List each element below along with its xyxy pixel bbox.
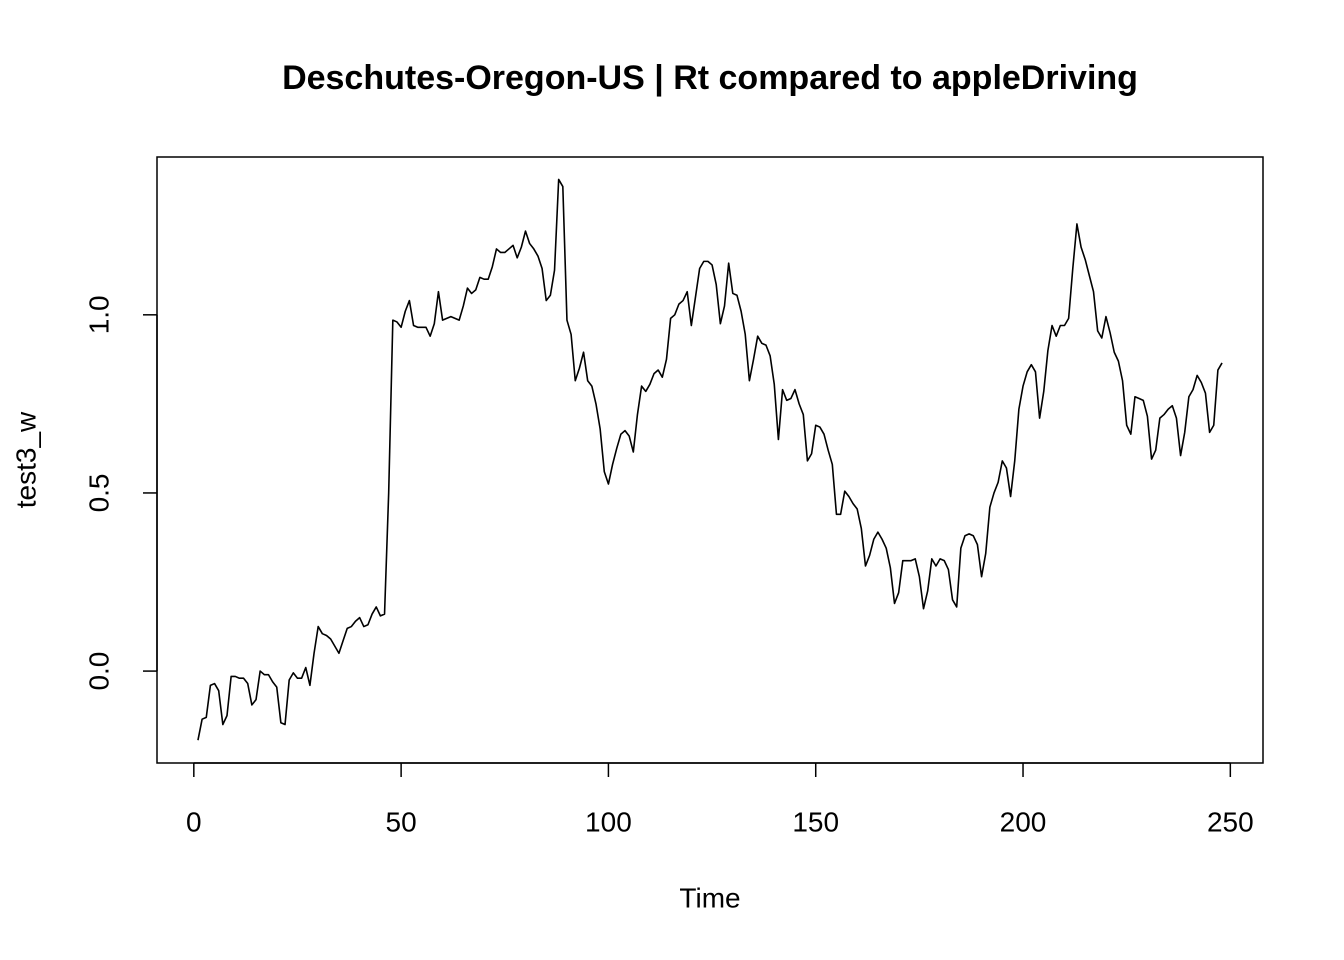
y-tick-label: 0.5 xyxy=(83,473,114,512)
series-line xyxy=(197,178,1223,741)
x-tick-label: 200 xyxy=(1000,806,1047,837)
x-tick-label: 100 xyxy=(585,806,632,837)
x-tick-label: 50 xyxy=(386,806,417,837)
y-tick-label: 1.0 xyxy=(83,295,114,334)
x-tick-label: 0 xyxy=(186,806,202,837)
chart-title: Deschutes-Oregon-US | Rt compared to app… xyxy=(282,59,1138,97)
y-tick-label: 0.0 xyxy=(83,652,114,691)
x-tick-label: 250 xyxy=(1207,806,1254,837)
x-tick-label: 150 xyxy=(792,806,839,837)
x-axis-label: Time xyxy=(679,882,740,913)
y-axis-label: test3_w xyxy=(10,411,41,508)
plot-box xyxy=(156,156,1264,764)
